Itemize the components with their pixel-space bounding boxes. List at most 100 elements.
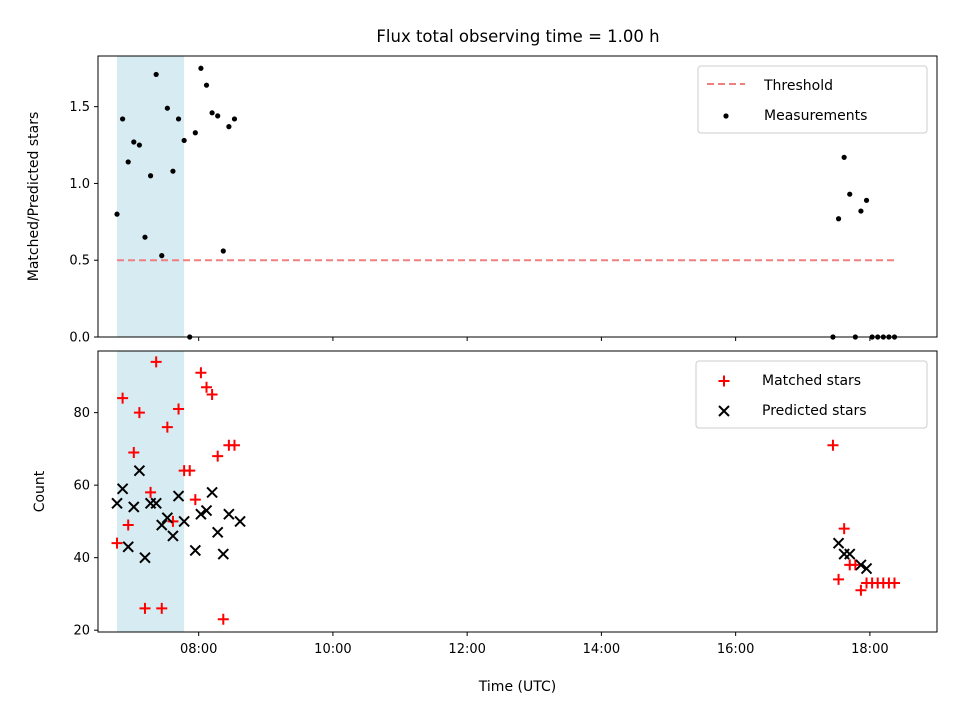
y-tick-label: 1.5: [69, 100, 90, 115]
legend: Matched stars Predicted stars: [695, 360, 928, 429]
x-tick-label: 18:00: [851, 642, 888, 657]
matched-star-point: [838, 523, 850, 535]
measurement-point: [209, 110, 215, 116]
predicted-star-point: [189, 544, 202, 557]
matched-star-point: [117, 392, 129, 404]
predicted-star-point: [167, 530, 179, 542]
measurement-point: [142, 234, 148, 240]
y-tick-label: 20: [73, 624, 90, 639]
legend-measurement-swatch: [723, 113, 729, 119]
measurement-point: [835, 216, 842, 222]
matched-star-point: [173, 403, 185, 415]
measurement-point: [203, 82, 210, 88]
matched-star-point: [111, 537, 123, 549]
matched-star-point: [145, 486, 157, 498]
y-axis-label: Matched/Predicted stars: [26, 112, 42, 282]
legend-label: Matched stars: [762, 373, 861, 389]
predicted-star-point: [223, 508, 235, 520]
predicted-star-point: [111, 497, 123, 509]
predicted-star-point: [844, 548, 856, 560]
series-predicted-stars: [111, 464, 873, 575]
legend-box: [697, 65, 928, 134]
predicted-star-point: [211, 526, 224, 538]
matched-star-point: [133, 407, 145, 419]
matched-star-point: [855, 584, 867, 596]
matched-star-point: [217, 613, 229, 625]
predicted-star-point: [128, 501, 140, 513]
matched-star-point: [228, 439, 240, 451]
measurement-point: [215, 113, 221, 119]
predicted-star-point: [156, 519, 168, 531]
matched-star-point: [156, 602, 168, 614]
predicted-star-point: [122, 541, 134, 553]
bottom-panel: 20 40 60 80 08:00 10:00 12:00 14:00 16:00 18:00 Co…: [32, 350, 938, 695]
predicted-star-point: [150, 497, 162, 509]
measurement-point: [858, 208, 864, 214]
matched-star-point: [139, 602, 151, 614]
y-tick-label: 0.5: [69, 254, 90, 269]
x-tick-label: 12:00: [448, 642, 485, 657]
measurement-point: [120, 116, 126, 122]
predicted-star-point: [217, 548, 229, 560]
x-tick-label: 14:00: [583, 642, 620, 657]
y-axis-label: Count: [32, 470, 48, 512]
y-tick-label: 0.0: [69, 331, 90, 346]
matched-star-point: [195, 367, 207, 379]
matched-star-point: [128, 447, 140, 459]
measurement-point: [164, 105, 170, 111]
predicted-star-point: [234, 515, 246, 528]
observing-span: [117, 56, 185, 337]
predicted-star-point: [116, 483, 129, 495]
predicted-star-point: [860, 562, 873, 575]
matched-star-point: [167, 515, 179, 527]
measurement-point: [863, 197, 870, 203]
measurement-point: [147, 173, 154, 179]
measurement-point: [159, 253, 165, 259]
measurement-point: [226, 124, 232, 130]
matched-star-point: [833, 573, 845, 585]
measurement-point: [114, 211, 120, 217]
predicted-star-point: [195, 508, 207, 520]
matched-star-point: [184, 465, 196, 477]
predicted-star-point: [161, 512, 174, 524]
x-tick-label: 10:00: [314, 642, 351, 657]
measurement-point: [175, 116, 182, 122]
legend-label: Measurements: [764, 108, 867, 124]
legend-label: Predicted stars: [762, 403, 867, 419]
predicted-star-point: [206, 486, 218, 499]
measurement-point: [847, 191, 853, 197]
legend-label: Threshold: [763, 78, 833, 94]
x-axis-label: Time (UTC): [478, 679, 556, 695]
matched-star-point: [888, 577, 900, 589]
axes-frame: [97, 55, 938, 338]
x-tick-label: 16:00: [717, 642, 754, 657]
series-measurements: [114, 65, 898, 340]
measurement-point: [125, 159, 131, 165]
matched-star-point: [827, 439, 839, 451]
legend-predicted-swatch: [718, 405, 730, 417]
top-panel: 0.0 0.5 1.0 1.5 Matched/Predicted stars Thres…: [26, 55, 938, 346]
measurement-point: [841, 154, 847, 160]
y-tick-label: 80: [73, 406, 90, 421]
measurement-point: [131, 139, 137, 145]
series-matched-stars: [111, 356, 900, 625]
matched-star-point: [212, 450, 224, 462]
legend-matched-swatch: [718, 375, 730, 387]
predicted-star-point: [178, 515, 190, 528]
measurement-point: [220, 248, 226, 254]
measurement-point: [153, 71, 159, 78]
matched-star-point: [849, 559, 861, 571]
axes-frame: [97, 350, 938, 633]
measurement-point: [136, 142, 142, 148]
y-tick-label: 1.0: [69, 177, 90, 192]
y-tick-label: 40: [73, 551, 90, 566]
matched-star-point: [206, 389, 218, 401]
chart-title: Flux total observing time = 1.00 h: [376, 27, 659, 46]
matched-star-point: [189, 494, 201, 506]
predicted-star-point: [832, 537, 845, 549]
predicted-star-point: [133, 464, 146, 477]
matched-star-point: [122, 519, 134, 531]
x-tick-label: 08:00: [180, 642, 217, 657]
measurement-point: [192, 130, 198, 136]
